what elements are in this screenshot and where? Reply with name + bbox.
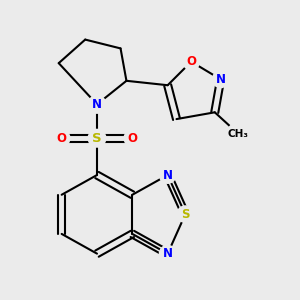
Text: S: S [92,132,102,145]
Circle shape [183,53,200,70]
Text: S: S [181,208,190,221]
Circle shape [88,129,106,147]
Circle shape [53,130,70,146]
Text: CH₃: CH₃ [228,129,249,139]
Circle shape [159,245,176,262]
Circle shape [227,123,250,145]
Text: N: N [92,98,102,111]
Circle shape [159,167,176,183]
Text: O: O [57,132,67,145]
Circle shape [88,95,106,113]
Text: O: O [127,132,137,145]
Text: N: N [163,247,173,260]
Circle shape [177,206,194,222]
Text: N: N [216,73,226,86]
Circle shape [124,130,141,146]
Text: O: O [186,55,196,68]
Text: N: N [163,169,173,182]
Circle shape [212,71,229,88]
